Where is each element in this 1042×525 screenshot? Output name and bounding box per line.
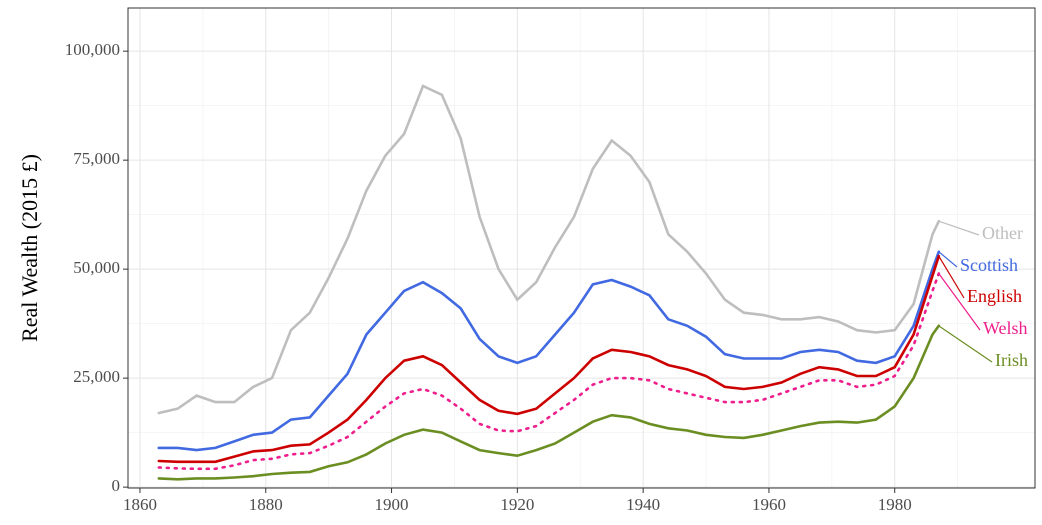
label-leader (938, 325, 993, 363)
series-label: Scottish (960, 255, 1018, 275)
x-tick-label: 1860 (123, 495, 157, 514)
series-line (157, 84, 941, 415)
y-tick-label: 100,000 (65, 40, 120, 59)
x-tick-label: 1960 (752, 495, 786, 514)
label-leader (938, 220, 980, 236)
series-label: Welsh (983, 318, 1028, 338)
label-leader (938, 255, 965, 299)
series-label: English (967, 286, 1022, 306)
series-line (157, 250, 941, 452)
y-tick-label: 0 (112, 476, 121, 495)
label-leader (938, 273, 981, 331)
label-leader (938, 251, 958, 268)
series-label: Other (982, 223, 1023, 243)
x-tick-label: 1980 (878, 495, 912, 514)
x-tick-label: 1920 (500, 495, 534, 514)
series-line (157, 254, 941, 464)
series-line (157, 272, 941, 471)
y-tick-label: 75,000 (73, 149, 120, 168)
y-tick-label: 25,000 (73, 367, 120, 386)
x-tick-label: 1940 (626, 495, 660, 514)
x-tick-label: 1900 (375, 495, 409, 514)
y-tick-label: 50,000 (73, 258, 120, 277)
series-label: Irish (995, 350, 1028, 370)
y-axis-title: Real Wealth (2015 £) (17, 154, 42, 342)
plot-border (127, 7, 1036, 489)
x-tick-label: 1880 (249, 495, 283, 514)
series-line (157, 324, 941, 481)
